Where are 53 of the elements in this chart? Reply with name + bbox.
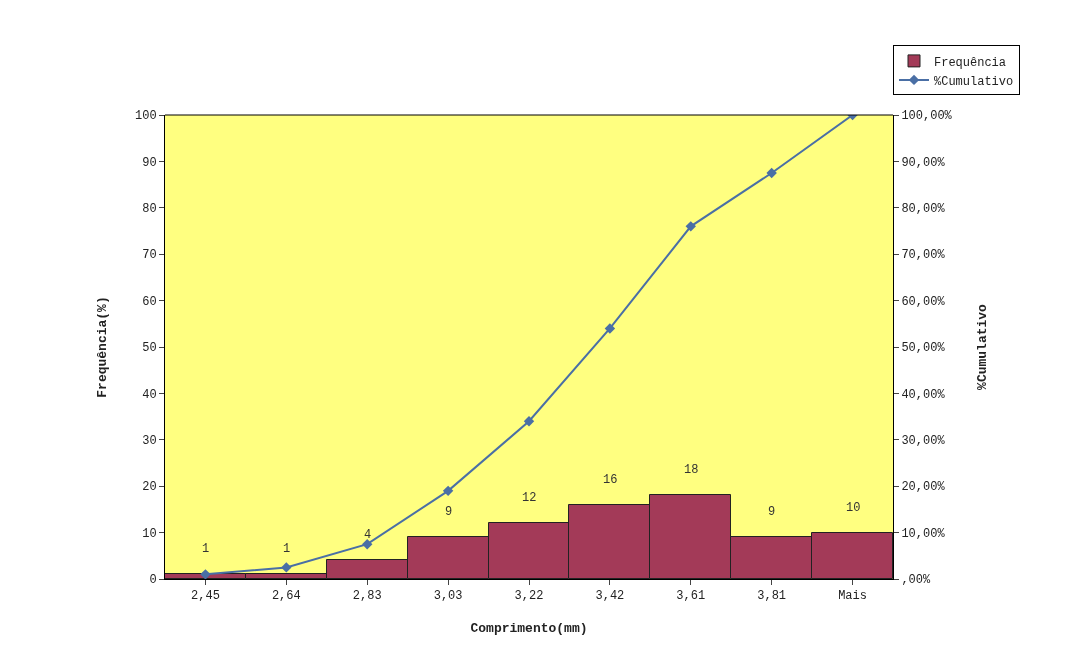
point: [766, 167, 777, 179]
y-tick-label: 70: [142, 248, 157, 263]
legend-label: Frequência: [934, 55, 1007, 70]
data-label: 1: [283, 542, 291, 556]
y-axis-title: Frequência(%): [94, 296, 110, 398]
y-tick-label: 20: [142, 480, 157, 495]
x-tick-label: 3,22: [514, 589, 544, 604]
data-label: 10: [846, 501, 861, 515]
y2-tick-label: 100,00%: [901, 109, 953, 124]
x-tick-label: 2,64: [271, 589, 301, 604]
y-tick-label: 50: [142, 341, 157, 356]
x-tick-label: Mais: [838, 589, 867, 604]
x-tick-label: 3,61: [676, 589, 706, 604]
x-tick-label: 3,42: [595, 589, 625, 604]
y2-tick-label: 90,00%: [901, 155, 946, 170]
x-axis-title: Comprimento(mm): [470, 621, 588, 636]
x-tick-label: 3,03: [433, 589, 463, 604]
y2-tick-label: 30,00%: [901, 434, 946, 448]
y-tick-label: 100: [134, 109, 157, 124]
point: [523, 416, 535, 427]
point: [604, 323, 616, 334]
y2-tick-label: 50,00%: [901, 341, 946, 356]
y-tick-label: 0: [149, 573, 157, 588]
point: [685, 221, 696, 232]
data-label: 16: [603, 473, 618, 487]
y2-tick-label: ,00%: [901, 573, 931, 588]
y2-tick-label: 60,00%: [901, 294, 946, 309]
y-tick-label: 10: [142, 526, 157, 541]
y-tick-label: 40: [142, 387, 157, 402]
y2-tick-label: 80,00%: [901, 202, 946, 216]
y-tick-label: 60: [142, 294, 157, 309]
data-label: 4: [364, 528, 372, 542]
y2-tick-label: 10,00%: [901, 526, 946, 541]
data-label: 9: [768, 505, 776, 519]
point: [442, 485, 454, 497]
y2-axis-title: %Cumulativo: [975, 303, 991, 390]
y2-tick-label: 20,00%: [901, 480, 946, 495]
x-tick-label: 2,45: [191, 589, 220, 604]
data-label: 9: [445, 505, 453, 519]
point: [200, 569, 211, 579]
y-tick-label: 80: [142, 202, 157, 216]
data-label: 12: [522, 491, 537, 505]
data-label: 18: [684, 463, 699, 477]
y-tick-label: 30: [142, 434, 157, 448]
x-tick-label: 2,83: [352, 589, 382, 604]
point: [362, 539, 373, 550]
x-tick-label: 3,81: [757, 589, 787, 604]
data-label: 1: [202, 542, 210, 556]
y2-tick-label: 40,00%: [901, 387, 946, 402]
legend-label: %Cumulativo: [934, 74, 1014, 89]
y2-tick-label: 70,00%: [901, 248, 946, 263]
point: [281, 562, 292, 573]
y-tick-label: 90: [142, 155, 157, 170]
